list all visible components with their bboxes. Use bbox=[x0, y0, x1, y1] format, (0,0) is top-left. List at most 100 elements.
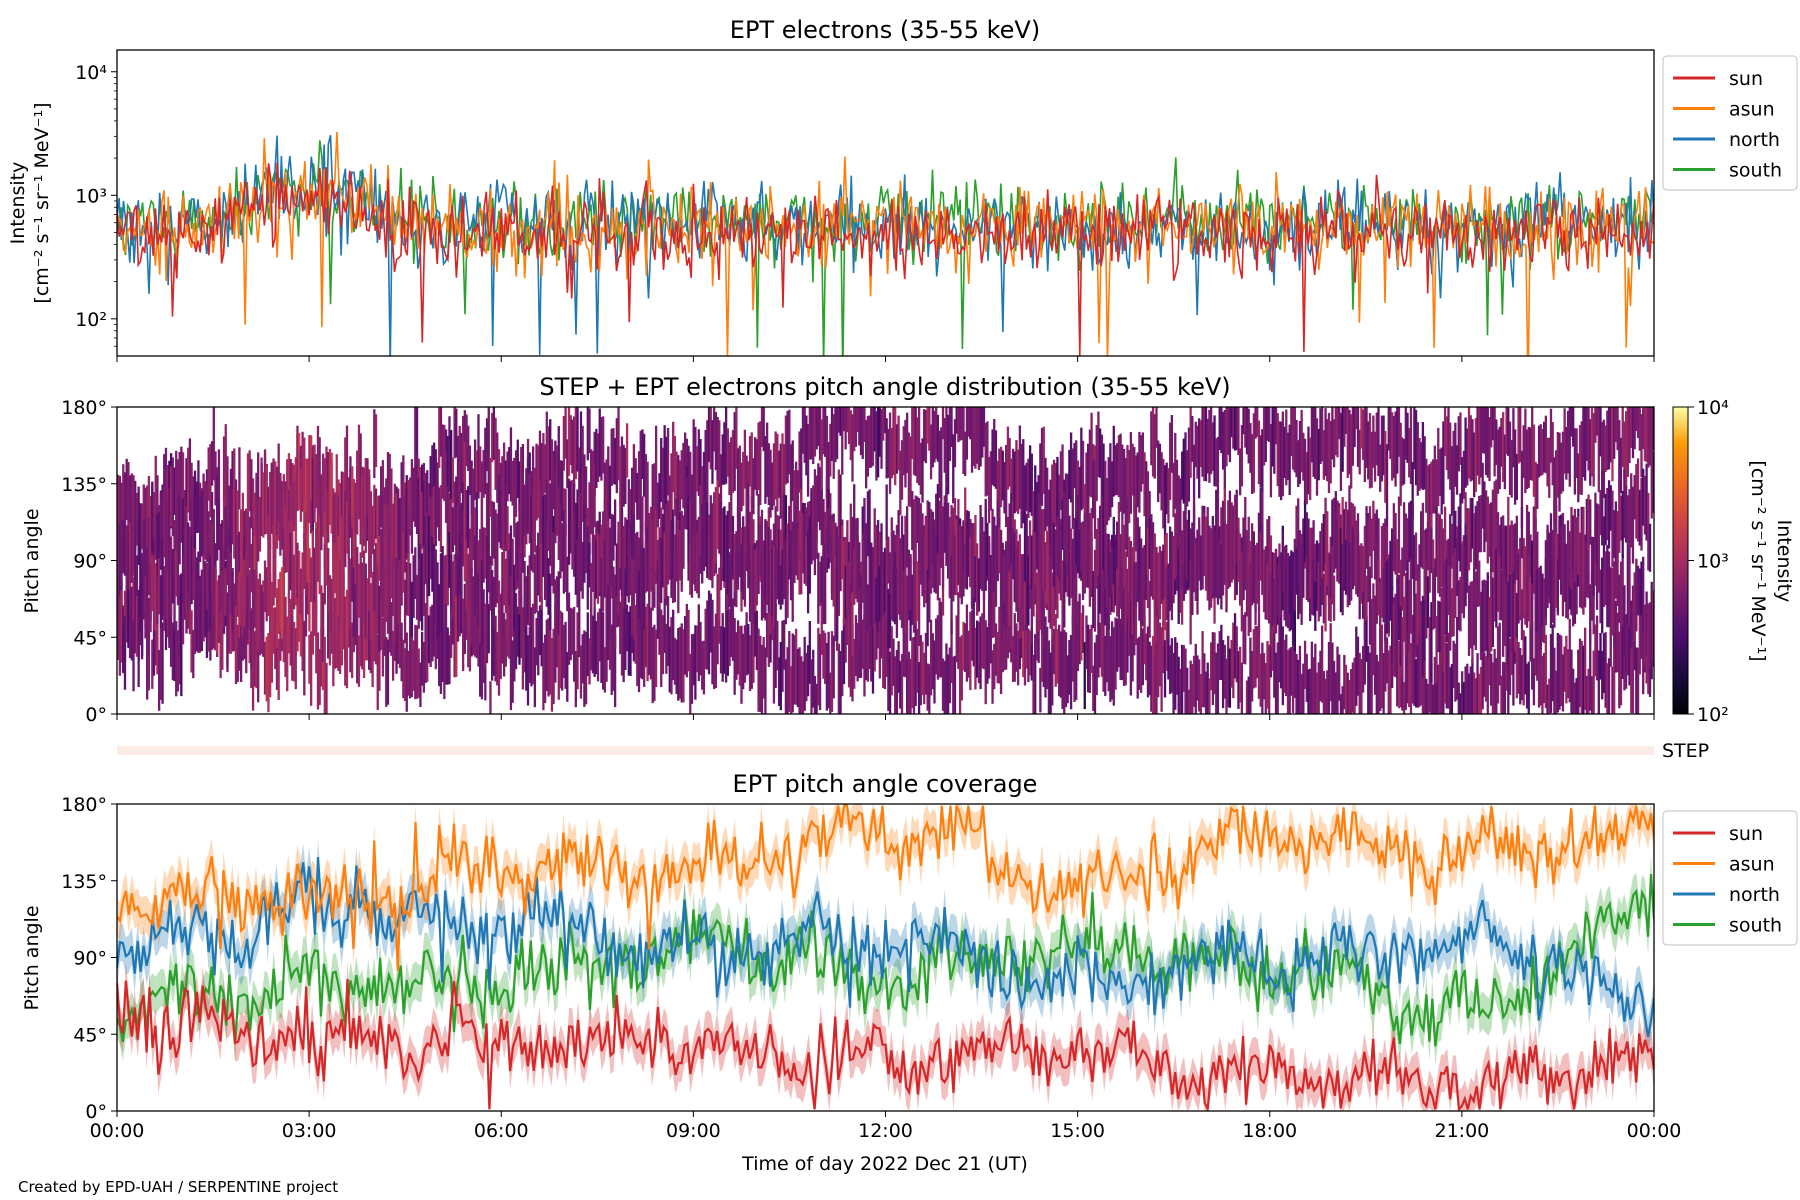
pad-cell bbox=[359, 433, 362, 517]
pad-cell bbox=[1081, 440, 1085, 509]
pad-cell bbox=[1073, 517, 1076, 579]
pad-cell bbox=[470, 514, 473, 572]
pad-cell bbox=[1531, 583, 1534, 663]
pad-cell bbox=[1544, 540, 1548, 618]
pad-cell bbox=[564, 621, 567, 689]
pad-cell bbox=[1175, 642, 1179, 695]
pad-cell bbox=[1128, 450, 1131, 524]
pad-cell bbox=[1500, 569, 1503, 621]
pad-cell bbox=[998, 606, 1001, 684]
pad-cell bbox=[841, 407, 844, 475]
pad-cell bbox=[1554, 450, 1558, 535]
pad-cell bbox=[1344, 539, 1348, 595]
pad-cell bbox=[1100, 496, 1103, 565]
pad-cell bbox=[878, 593, 881, 679]
pad-cell bbox=[473, 439, 477, 500]
pad-cell bbox=[1034, 465, 1037, 549]
pad-cell bbox=[916, 628, 919, 693]
pad-cell bbox=[941, 506, 945, 589]
pad-cell bbox=[330, 452, 333, 534]
pad-cell bbox=[1239, 533, 1242, 582]
pad-cell bbox=[455, 476, 458, 561]
pad-cell bbox=[1606, 663, 1609, 714]
pad-cell bbox=[755, 546, 759, 606]
pad-cell bbox=[658, 575, 661, 655]
pad-cell bbox=[1141, 547, 1144, 612]
pad-cell bbox=[730, 492, 733, 556]
pad-cell bbox=[564, 407, 567, 459]
pad-cell bbox=[583, 504, 586, 582]
pad-cell bbox=[839, 537, 842, 592]
pad-cell bbox=[190, 535, 193, 605]
pad-cell bbox=[1307, 669, 1310, 714]
pad-cell bbox=[786, 647, 789, 714]
pad-cell bbox=[1143, 545, 1146, 600]
pad-cell bbox=[327, 452, 330, 518]
pad-cell bbox=[1302, 432, 1305, 481]
pad-cell bbox=[1578, 638, 1582, 708]
pad-cell bbox=[321, 593, 325, 662]
pad-cell bbox=[991, 508, 994, 590]
pad-cell bbox=[863, 497, 866, 564]
pad-cell bbox=[222, 544, 226, 627]
pad-cell bbox=[694, 426, 697, 507]
pad-cell bbox=[718, 493, 721, 554]
pad-cell bbox=[152, 554, 156, 631]
pad-cell bbox=[1126, 616, 1129, 673]
pad-cell bbox=[455, 553, 458, 610]
pad-cell bbox=[1553, 547, 1556, 628]
pad-cell bbox=[403, 494, 407, 573]
pad-cell bbox=[543, 444, 547, 493]
pad-cell bbox=[1134, 562, 1138, 607]
pad-cell bbox=[917, 498, 921, 579]
pad-cell bbox=[414, 460, 417, 527]
pad-cell bbox=[1274, 548, 1278, 628]
pad-cell bbox=[830, 407, 834, 461]
pad-cell bbox=[1281, 530, 1285, 592]
pad-cell bbox=[1232, 622, 1235, 699]
pad-cell bbox=[185, 506, 188, 571]
pad-cell bbox=[171, 457, 174, 537]
pad-cell bbox=[702, 640, 706, 695]
pad-cell bbox=[1524, 546, 1527, 616]
pad-cell bbox=[665, 503, 668, 567]
pad-cell bbox=[1153, 648, 1156, 714]
pad-cell bbox=[1561, 513, 1565, 578]
pad-cell bbox=[772, 618, 776, 704]
pad-cell bbox=[1141, 628, 1144, 686]
pad-cell bbox=[122, 520, 125, 574]
coverage-line-south bbox=[117, 874, 1654, 1047]
pad-cell bbox=[487, 544, 490, 593]
pad-cell bbox=[1467, 585, 1471, 656]
pad-cell bbox=[1117, 586, 1121, 668]
pad-cell bbox=[552, 532, 555, 594]
pad-cell bbox=[327, 547, 330, 613]
pad-cell bbox=[1493, 481, 1496, 557]
pad-cell bbox=[1572, 515, 1575, 571]
pad-cell bbox=[555, 576, 559, 638]
pad-cell bbox=[856, 407, 859, 432]
pad-cell bbox=[1368, 566, 1372, 645]
pad-cell bbox=[426, 470, 429, 543]
pad-cell bbox=[209, 444, 212, 518]
pad-cell bbox=[1650, 581, 1653, 665]
pad-cell bbox=[574, 502, 577, 554]
pad-cell bbox=[361, 562, 364, 622]
pad-cell bbox=[996, 631, 999, 684]
pad-cell bbox=[976, 407, 979, 464]
pad-cell bbox=[962, 407, 965, 474]
pad-cell bbox=[1370, 598, 1373, 657]
pad-cell bbox=[876, 571, 880, 632]
pad-cell bbox=[543, 522, 547, 600]
legend-label-north: north bbox=[1729, 884, 1780, 906]
pad-cell bbox=[1087, 624, 1090, 693]
pad-cell bbox=[936, 615, 940, 680]
pad-cell bbox=[123, 516, 127, 576]
pad-cell bbox=[420, 553, 424, 631]
pad-cell bbox=[1365, 407, 1368, 468]
pad-cell bbox=[1309, 437, 1312, 500]
pad-cell bbox=[1611, 407, 1614, 482]
pad-cell bbox=[332, 602, 335, 687]
pad-cell bbox=[1223, 644, 1226, 699]
